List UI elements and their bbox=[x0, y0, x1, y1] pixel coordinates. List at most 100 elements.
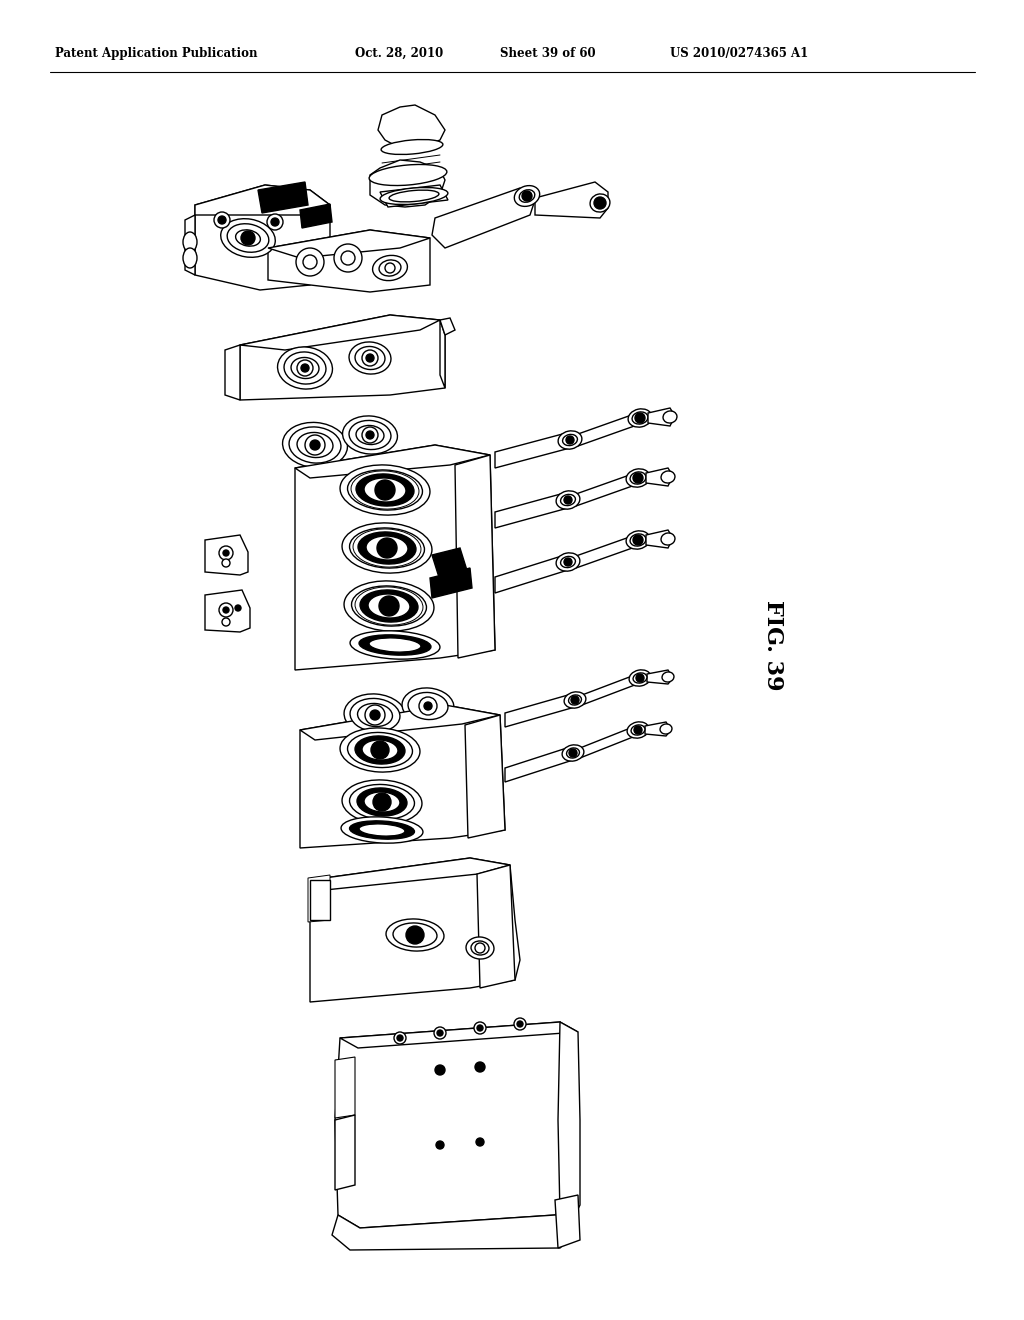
Polygon shape bbox=[335, 1022, 575, 1228]
Polygon shape bbox=[335, 1057, 355, 1118]
Ellipse shape bbox=[364, 478, 406, 502]
Circle shape bbox=[594, 197, 606, 209]
Ellipse shape bbox=[560, 557, 575, 568]
Circle shape bbox=[517, 1020, 523, 1027]
Polygon shape bbox=[648, 408, 675, 426]
Polygon shape bbox=[647, 671, 673, 684]
Ellipse shape bbox=[342, 523, 432, 573]
Ellipse shape bbox=[632, 412, 648, 424]
Circle shape bbox=[477, 1026, 483, 1031]
Circle shape bbox=[366, 354, 374, 362]
Circle shape bbox=[377, 539, 397, 558]
Ellipse shape bbox=[356, 474, 414, 506]
Circle shape bbox=[437, 1030, 443, 1036]
Ellipse shape bbox=[364, 792, 400, 812]
Circle shape bbox=[310, 440, 319, 450]
Polygon shape bbox=[300, 205, 332, 228]
Circle shape bbox=[434, 1027, 446, 1039]
Ellipse shape bbox=[357, 704, 392, 726]
Ellipse shape bbox=[626, 531, 650, 549]
Polygon shape bbox=[555, 1195, 580, 1247]
Ellipse shape bbox=[351, 586, 426, 626]
Polygon shape bbox=[535, 182, 608, 218]
Circle shape bbox=[365, 705, 385, 725]
Polygon shape bbox=[300, 705, 505, 847]
Ellipse shape bbox=[626, 469, 650, 487]
Ellipse shape bbox=[558, 430, 582, 449]
Circle shape bbox=[571, 696, 579, 704]
Polygon shape bbox=[505, 693, 575, 727]
Polygon shape bbox=[575, 535, 638, 568]
Ellipse shape bbox=[289, 426, 341, 463]
Circle shape bbox=[514, 1018, 526, 1030]
Ellipse shape bbox=[356, 425, 384, 445]
Circle shape bbox=[371, 741, 389, 759]
Ellipse shape bbox=[359, 824, 404, 836]
Polygon shape bbox=[378, 106, 445, 148]
Ellipse shape bbox=[283, 422, 347, 467]
Circle shape bbox=[214, 213, 230, 228]
Ellipse shape bbox=[340, 727, 420, 772]
Ellipse shape bbox=[590, 194, 610, 213]
Polygon shape bbox=[432, 187, 535, 248]
Ellipse shape bbox=[344, 581, 434, 631]
Polygon shape bbox=[335, 1115, 355, 1191]
Circle shape bbox=[379, 597, 399, 616]
Ellipse shape bbox=[349, 342, 391, 374]
Ellipse shape bbox=[662, 533, 675, 545]
Ellipse shape bbox=[627, 722, 649, 738]
Text: Sheet 39 of 60: Sheet 39 of 60 bbox=[500, 48, 596, 59]
Polygon shape bbox=[575, 473, 638, 506]
Circle shape bbox=[366, 432, 374, 440]
Ellipse shape bbox=[349, 528, 425, 568]
Text: Patent Application Publication: Patent Application Publication bbox=[55, 48, 257, 59]
Circle shape bbox=[436, 1140, 444, 1148]
Ellipse shape bbox=[349, 421, 391, 450]
Circle shape bbox=[334, 244, 362, 272]
Ellipse shape bbox=[379, 260, 401, 276]
Polygon shape bbox=[205, 590, 250, 632]
Circle shape bbox=[267, 214, 283, 230]
Ellipse shape bbox=[562, 434, 578, 446]
Polygon shape bbox=[332, 1214, 578, 1250]
Ellipse shape bbox=[660, 723, 672, 734]
Circle shape bbox=[223, 607, 229, 612]
Text: US 2010/0274365 A1: US 2010/0274365 A1 bbox=[670, 48, 808, 59]
Ellipse shape bbox=[519, 190, 535, 202]
Ellipse shape bbox=[343, 416, 397, 454]
Circle shape bbox=[362, 350, 378, 366]
Ellipse shape bbox=[662, 471, 675, 483]
Ellipse shape bbox=[349, 821, 415, 840]
Ellipse shape bbox=[297, 433, 333, 458]
Polygon shape bbox=[477, 865, 515, 987]
Polygon shape bbox=[505, 746, 573, 781]
Circle shape bbox=[370, 710, 380, 719]
Ellipse shape bbox=[568, 694, 582, 705]
Circle shape bbox=[569, 748, 577, 756]
Ellipse shape bbox=[631, 725, 645, 735]
Ellipse shape bbox=[380, 187, 447, 205]
Circle shape bbox=[636, 675, 644, 682]
Polygon shape bbox=[646, 531, 673, 548]
Ellipse shape bbox=[347, 733, 413, 767]
Polygon shape bbox=[240, 315, 440, 350]
Circle shape bbox=[634, 726, 642, 734]
Circle shape bbox=[296, 248, 324, 276]
Ellipse shape bbox=[236, 230, 260, 246]
Ellipse shape bbox=[284, 352, 326, 384]
Circle shape bbox=[564, 496, 572, 504]
Circle shape bbox=[475, 1063, 485, 1072]
Ellipse shape bbox=[355, 346, 385, 370]
Circle shape bbox=[305, 436, 325, 455]
Circle shape bbox=[424, 702, 432, 710]
Polygon shape bbox=[195, 185, 330, 290]
Ellipse shape bbox=[369, 165, 446, 186]
Circle shape bbox=[301, 364, 309, 372]
Circle shape bbox=[303, 255, 317, 269]
Ellipse shape bbox=[402, 688, 454, 725]
Polygon shape bbox=[195, 185, 330, 215]
Polygon shape bbox=[225, 345, 240, 400]
Ellipse shape bbox=[556, 491, 580, 510]
Ellipse shape bbox=[373, 255, 408, 281]
Ellipse shape bbox=[350, 631, 440, 659]
